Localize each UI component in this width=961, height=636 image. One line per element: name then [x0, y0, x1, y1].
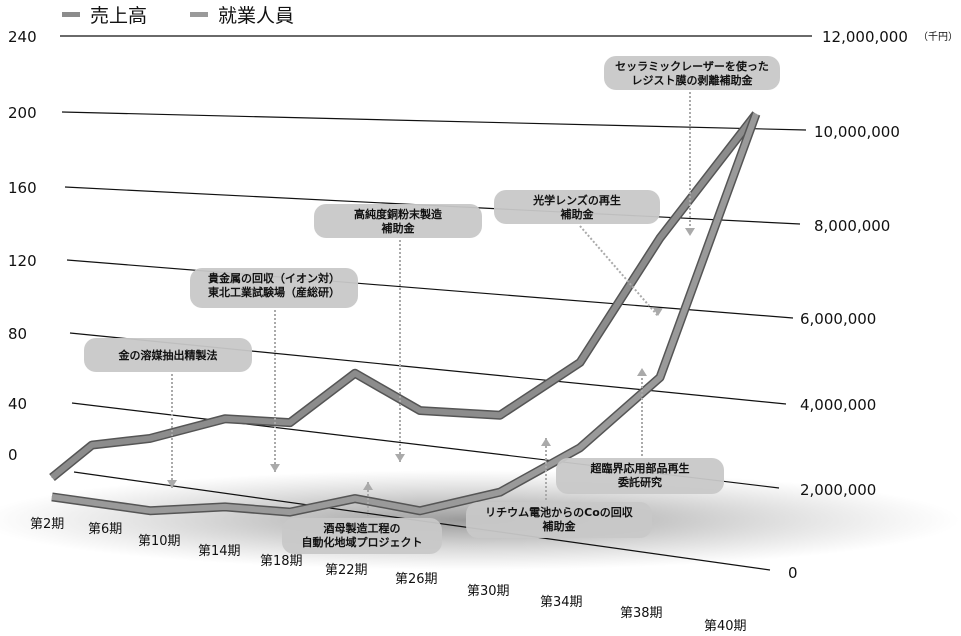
arrow-head	[637, 368, 647, 376]
annotation-text: リチウム電池からのCoの回収	[485, 505, 634, 519]
x-tick-label: 第2期	[30, 517, 64, 532]
data-point	[579, 447, 581, 449]
annotation-text: 光学レンズの再生	[532, 193, 621, 207]
legend-swatch	[190, 12, 208, 17]
x-tick-label: 第30期	[467, 584, 510, 599]
data-point	[499, 414, 501, 416]
x-tick-label: 第18期	[260, 554, 303, 569]
data-point	[224, 418, 226, 420]
arrow-head	[270, 464, 280, 472]
series-line	[50, 112, 759, 480]
data-point	[91, 502, 93, 504]
x-tick-label: 第22期	[325, 563, 368, 578]
x-tick-label: 第14期	[198, 544, 241, 559]
annotation-text: 補助金	[381, 221, 416, 235]
right-tick-label: 2,000,000	[800, 481, 876, 499]
annotation-box	[314, 204, 482, 238]
data-point	[149, 510, 151, 512]
annotation-box	[282, 518, 442, 554]
legend-label: 就業人員	[218, 5, 294, 27]
arrow-head	[685, 228, 695, 236]
data-point	[419, 410, 421, 412]
left-tick-label: 120	[8, 252, 37, 270]
arrow-head	[167, 480, 177, 488]
left-tick-label: 200	[8, 104, 37, 122]
arrow-head	[541, 438, 551, 446]
x-tick-label: 第38期	[620, 606, 663, 621]
x-tick-label: 第34期	[540, 595, 583, 610]
annotation-text: セッラミックレーザーを使った	[615, 59, 769, 73]
grid-line	[61, 111, 807, 131]
data-point	[354, 498, 356, 500]
data-point	[289, 422, 291, 424]
x-tick-label: 第10期	[138, 534, 181, 549]
left-tick-label: 0	[8, 446, 18, 464]
annotation-text: 補助金	[560, 207, 595, 221]
annotation-text: 金の溶媒抽出精製法	[118, 348, 218, 362]
right-tick-label: 6,000,000	[800, 310, 876, 328]
data-point	[149, 437, 151, 439]
x-tick-label: 第6期	[88, 522, 122, 537]
annotation-text: 貴金属の回収（イオン対）	[208, 271, 340, 285]
annotation-text: 補助金	[542, 519, 577, 533]
annotation-box	[84, 338, 252, 372]
right-tick-label: 0	[788, 564, 798, 582]
annotation-box	[466, 502, 652, 538]
annotation-box	[604, 56, 780, 90]
arrow-head	[363, 482, 373, 490]
annotation-text: 超臨界応用部品再生	[590, 461, 690, 475]
series-line-shadow	[49, 111, 760, 481]
left-tick-label: 80	[8, 325, 27, 343]
left-tick-label: 40	[8, 395, 27, 413]
legend-label: 売上高	[90, 5, 147, 27]
arrow-head	[395, 454, 405, 462]
right-tick-label: 4,000,000	[800, 396, 876, 414]
series-line-shadow	[51, 112, 761, 517]
annotation-box	[494, 190, 660, 224]
right-tick-label: 10,000,000	[814, 123, 900, 141]
data-point	[51, 476, 53, 478]
grid-line	[66, 259, 794, 319]
right-axis-unit: （千円）	[918, 31, 958, 43]
right-tick-label: 12,000,000	[822, 28, 908, 46]
annotation: 金の溶媒抽出精製法	[84, 338, 252, 488]
data-point	[354, 372, 356, 374]
data-point	[51, 496, 53, 498]
legend-swatch	[62, 12, 80, 17]
x-tick-label: 第40期	[704, 619, 747, 634]
data-point	[755, 113, 757, 115]
data-point	[659, 376, 661, 378]
annotation-text: 高純度銅粉末製造	[354, 207, 443, 221]
right-tick-label: 8,000,000	[814, 217, 890, 235]
arrow-head	[653, 308, 663, 316]
data-point	[289, 511, 291, 513]
data-point	[91, 444, 93, 446]
annotation-text: 酒母製造工程の	[324, 521, 401, 535]
data-point	[419, 510, 421, 512]
series-line	[51, 112, 759, 516]
data-point	[659, 237, 661, 239]
annotation-box	[190, 268, 358, 308]
data-point	[499, 491, 501, 493]
data-point	[224, 506, 226, 508]
annotation-text: 自動化地域プロジェクト	[302, 535, 423, 549]
x-tick-label: 第26期	[395, 572, 438, 587]
left-tick-label: 240	[8, 28, 37, 46]
annotation-box	[556, 458, 724, 494]
annotation: 貴金属の回収（イオン対）東北工業試験場（産総研）	[190, 268, 358, 472]
data-point	[579, 362, 581, 364]
left-tick-label: 160	[8, 179, 37, 197]
annotation-text: 委託研究	[617, 475, 662, 489]
annotation-text: レジスト膜の剥離補助金	[632, 73, 754, 87]
annotation-text: 東北工業試験場（産総研）	[208, 285, 340, 299]
